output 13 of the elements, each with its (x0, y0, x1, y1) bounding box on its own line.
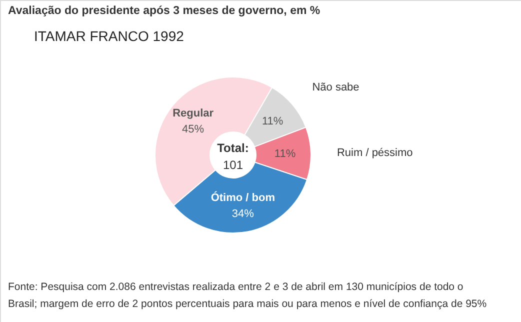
data-label: 11% (274, 148, 296, 160)
slice-label: Ótimo / bom (210, 191, 276, 204)
chart-title: Avaliação do presidente após 3 meses de governo, em % (8, 5, 320, 17)
text: 101 (222, 158, 244, 172)
slice-label: Não sabe (312, 82, 360, 94)
slice-label: Regular (172, 108, 214, 120)
source-note: Fonte: Pesquisa com 2.086 entrevistas realizada entre 2 e 3 de abril em 130 municípios de todo o Brasil; margem de erro de 2 pontos percentuais para mais ou para menos e nível de confiança de 95% (8, 281, 487, 310)
slice-label: Ruim / péssimo (336, 146, 413, 159)
data-label: 11% (262, 115, 284, 128)
data-label: 45% (182, 124, 204, 136)
text: Total: (217, 141, 249, 155)
chart-subtitle: ITAMAR FRANCO 1992 (34, 28, 184, 44)
data-label: 34% (232, 208, 254, 220)
